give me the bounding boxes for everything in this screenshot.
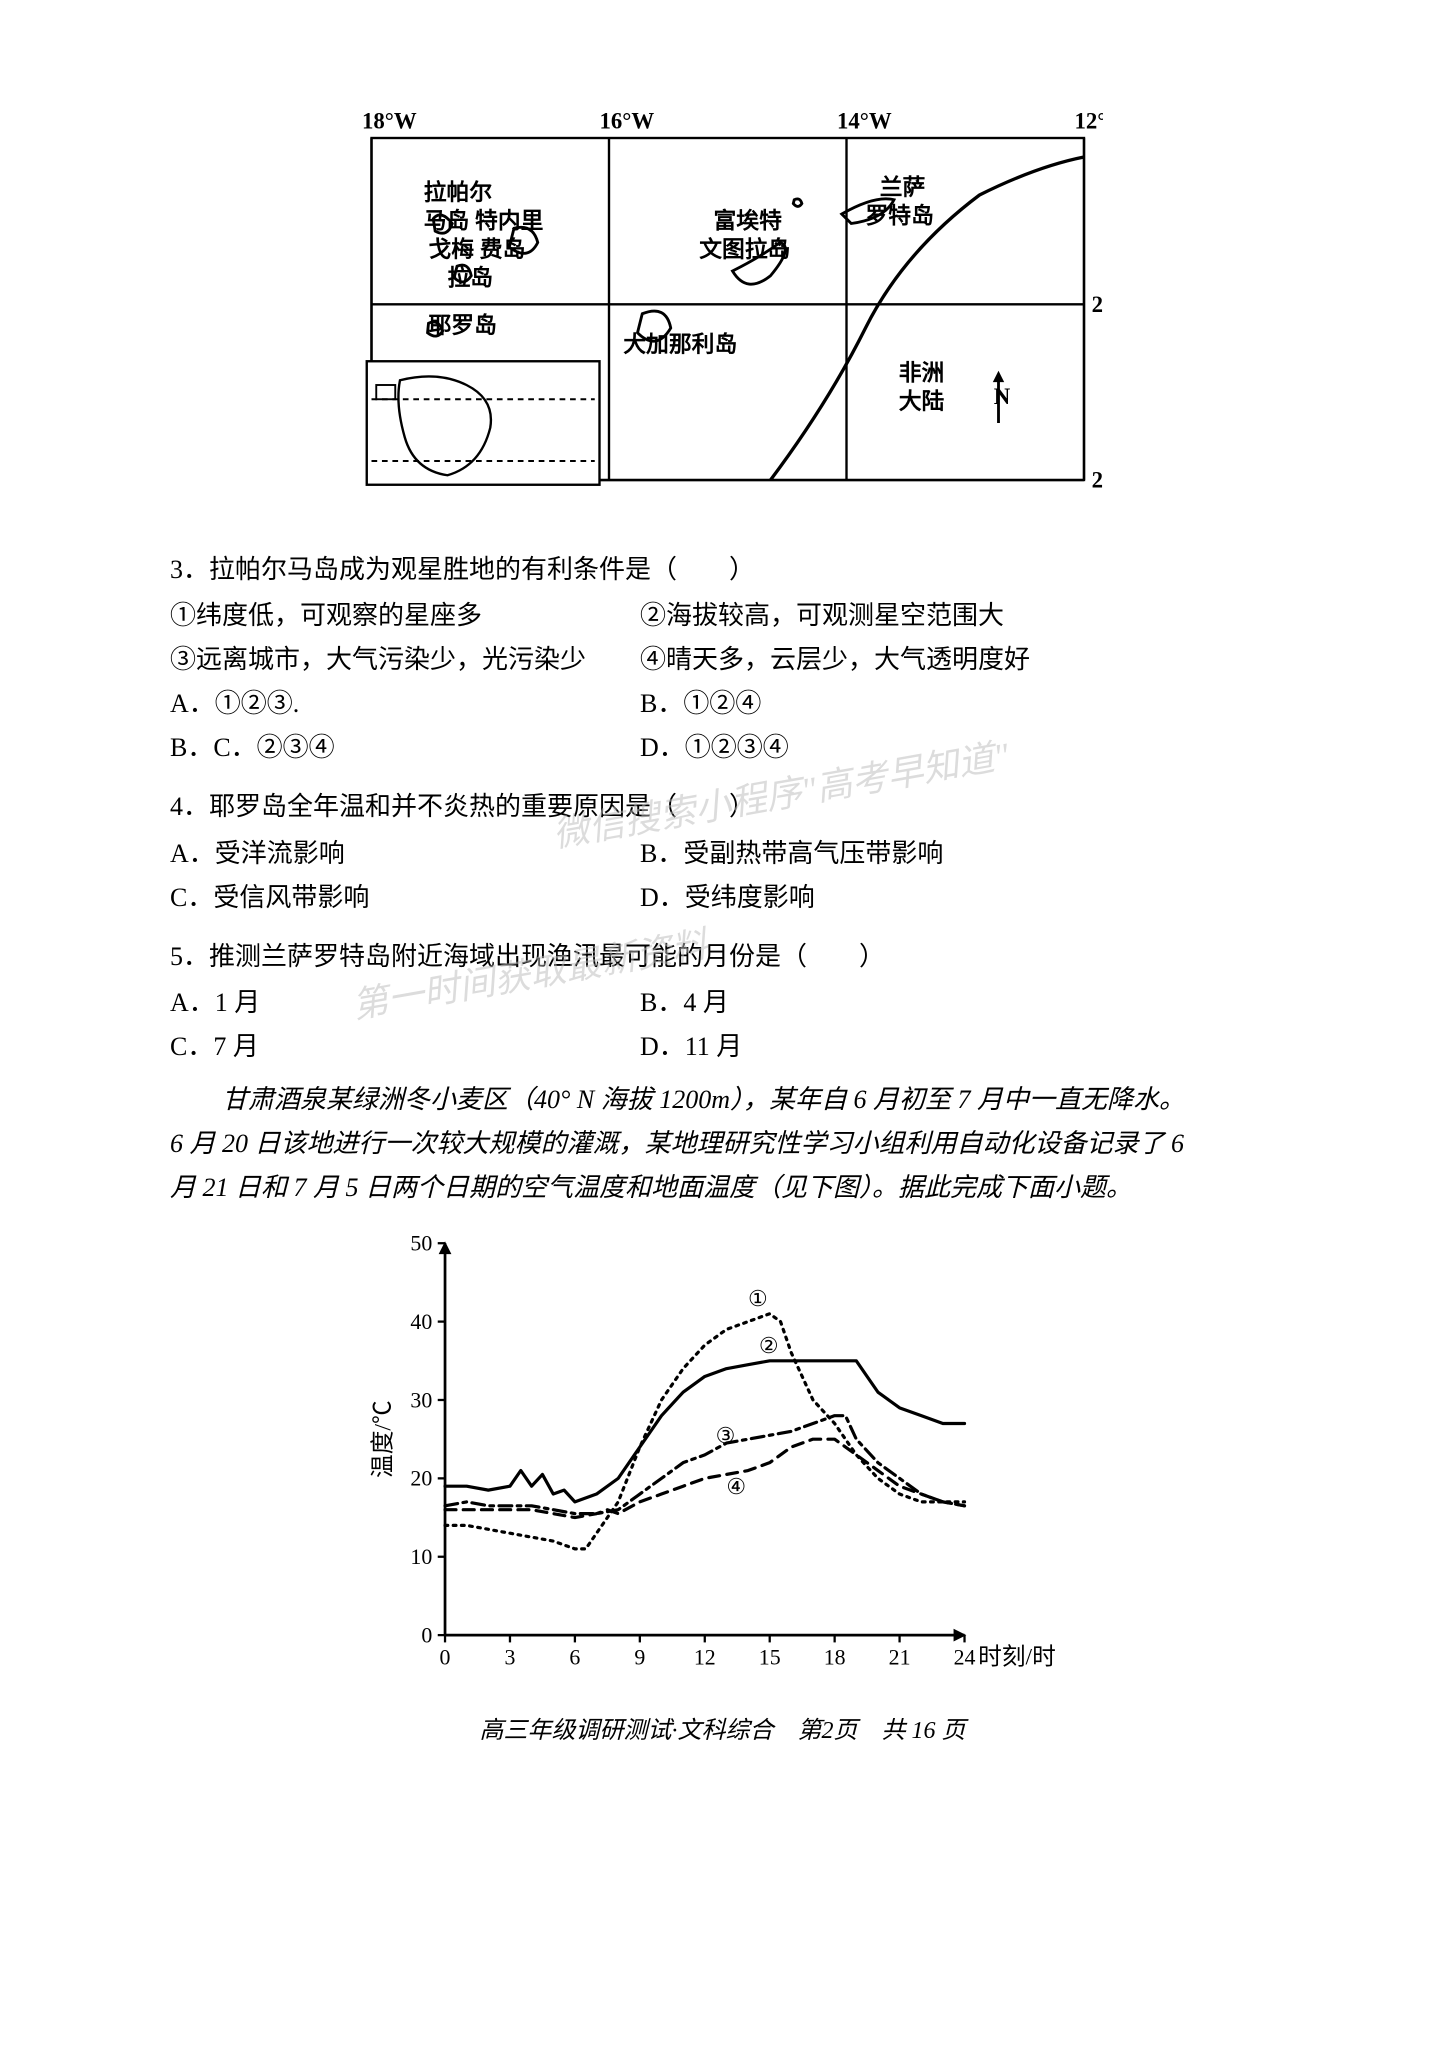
svg-text:16°W: 16°W — [599, 109, 654, 134]
svg-text:18°W: 18°W — [362, 109, 417, 134]
q3-statement-2: ②海拔较高，可观测星空范围大 — [640, 594, 1275, 638]
q4-option-b: B．受副热带高气压带影响 — [640, 832, 1275, 876]
chart-svg: 0 3 6 9 12 15 18 21 24 0 10 20 30 40 50 时刻/时 温度/℃ ① ② ③ ④ — [363, 1225, 1083, 1681]
svg-text:0: 0 — [439, 1645, 450, 1669]
svg-text:50: 50 — [410, 1232, 432, 1256]
q5-option-c: C．7 月 — [170, 1025, 640, 1069]
q3-statement-3: ③远离城市，大气污染少，光污染少 — [170, 638, 640, 682]
svg-text:20: 20 — [410, 1467, 432, 1491]
svg-text:18: 18 — [823, 1645, 845, 1669]
svg-text:兰萨: 兰萨 — [879, 174, 925, 200]
svg-text:15: 15 — [758, 1645, 780, 1669]
passage-line-3: 月 21 日和 7 月 5 日两个日期的空气温度和地面温度（见下图）。据此完成下… — [170, 1166, 1275, 1210]
svg-text:③: ③ — [715, 1424, 735, 1448]
q4-option-c: C．受信风带影响 — [170, 876, 640, 920]
q4-option-a: A．受洋流影响 — [170, 832, 640, 876]
q4-option-d: D．受纬度影响 — [640, 876, 1275, 920]
q3-option-a: A．①②③. — [170, 682, 640, 726]
q5-option-b: B．4 月 — [640, 981, 1275, 1025]
q3-statement-4: ④晴天多，云层少，大气透明度好 — [640, 638, 1275, 682]
svg-text:①: ① — [748, 1287, 768, 1311]
svg-text:罗特岛: 罗特岛 — [865, 203, 933, 229]
question-5: 第一时间获取最新资料 5．推测兰萨罗特岛附近海域出现渔汛最可能的月份是（ ） A… — [170, 935, 1275, 1070]
svg-text:6: 6 — [569, 1645, 580, 1669]
svg-text:非洲: 非洲 — [898, 360, 944, 385]
svg-text:3: 3 — [504, 1645, 515, 1669]
map-svg: 18°W 16°W 14°W 12°W 28°N 25°N 拉帕尔马岛 特内里戈梅 费岛拉岛… — [343, 100, 1103, 528]
svg-text:12°W: 12°W — [1074, 109, 1103, 134]
q3-stem: 3．拉帕尔马岛成为观星胜地的有利条件是（ ） — [170, 548, 1275, 592]
svg-text:30: 30 — [410, 1388, 432, 1412]
svg-text:温度/℃: 温度/℃ — [369, 1400, 396, 1478]
svg-text:②: ② — [758, 1334, 778, 1358]
svg-text:14°W: 14°W — [837, 109, 892, 134]
svg-text:0: 0 — [421, 1624, 432, 1648]
svg-text:时刻/时: 时刻/时 — [978, 1643, 1056, 1670]
svg-text:马岛 特内里: 马岛 特内里 — [423, 207, 543, 233]
svg-text:④: ④ — [726, 1475, 746, 1499]
svg-text:28°N: 28°N — [1091, 292, 1102, 317]
q3-option-b: B．①②④ — [640, 682, 1275, 726]
svg-text:文图拉岛: 文图拉岛 — [699, 236, 790, 262]
q3-option-c: B．C．②③④ — [170, 726, 640, 770]
q4-stem: 4．耶罗岛全年温和并不炎热的重要原因是（ ） — [170, 785, 1275, 829]
svg-text:12: 12 — [693, 1645, 715, 1669]
passage-line-1: 甘肃酒泉某绿洲冬小麦区（40° N 海拔 1200m），某年自 6 月初至 7 … — [170, 1078, 1275, 1122]
svg-text:9: 9 — [634, 1645, 645, 1669]
svg-text:大陆: 大陆 — [898, 389, 944, 414]
question-3: 3．拉帕尔马岛成为观星胜地的有利条件是（ ） ①纬度低，可观察的星座多 ②海拔较… — [170, 548, 1275, 771]
svg-text:24: 24 — [953, 1645, 975, 1669]
temperature-chart: 0 3 6 9 12 15 18 21 24 0 10 20 30 40 50 时刻/时 温度/℃ ① ② ③ ④ — [363, 1225, 1083, 1681]
page-footer: 高三年级调研测试·文科综合 第2页 共 16 页 — [170, 1711, 1275, 1752]
svg-text:21: 21 — [888, 1645, 910, 1669]
svg-text:富埃特: 富埃特 — [713, 207, 782, 233]
svg-text:10: 10 — [410, 1545, 432, 1569]
svg-text:拉帕尔: 拉帕尔 — [423, 179, 492, 205]
q5-option-a: A．1 月 — [170, 981, 640, 1025]
svg-text:25°N: 25°N — [1091, 468, 1102, 493]
svg-text:拉岛: 拉岛 — [447, 264, 493, 290]
svg-text:戈梅 费岛: 戈梅 费岛 — [428, 236, 525, 262]
q5-stem: 5．推测兰萨罗特岛附近海域出现渔汛最可能的月份是（ ） — [170, 935, 1275, 979]
q3-statement-1: ①纬度低，可观察的星座多 — [170, 594, 640, 638]
svg-text:N: N — [993, 384, 1010, 409]
svg-text:40: 40 — [410, 1310, 432, 1334]
passage-line-2: 6 月 20 日该地进行一次较大规模的灌溉，某地理研究性学习小组利用自动化设备记… — [170, 1122, 1275, 1166]
q5-option-d: D．11 月 — [640, 1025, 1275, 1069]
canary-islands-map: 18°W 16°W 14°W 12°W 28°N 25°N 拉帕尔马岛 特内里戈梅 费岛拉岛… — [343, 100, 1103, 528]
question-4: 微信搜索小程序"高考早知道" 4．耶罗岛全年温和并不炎热的重要原因是（ ） A．… — [170, 785, 1275, 920]
svg-text:大加那利岛: 大加那利岛 — [623, 331, 737, 357]
svg-text:耶罗岛: 耶罗岛 — [428, 312, 496, 338]
q3-option-d: D．①②③④ — [640, 726, 1275, 770]
